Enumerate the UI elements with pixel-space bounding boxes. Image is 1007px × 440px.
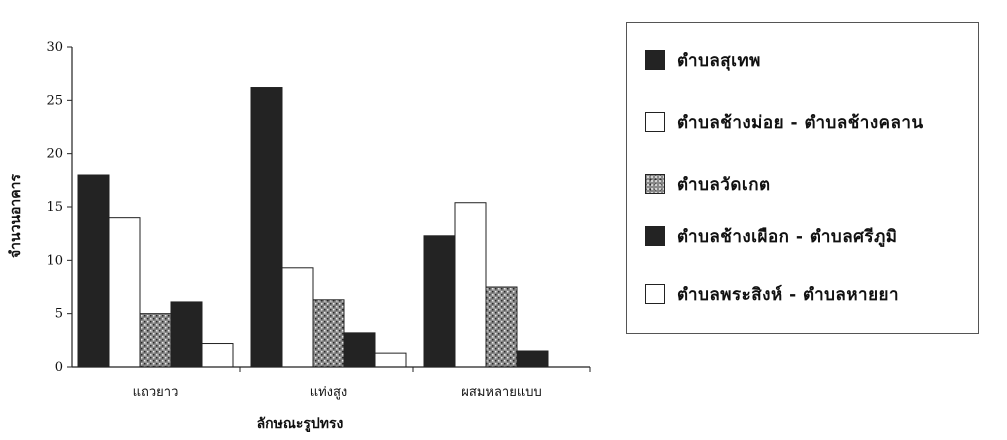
legend: ตำบลสุเทพ ตำบลช้างม่อย - ตำบลช้างคลาน ตำ… [626,22,979,334]
x-category-label: ผสมหลายแบบ [461,385,541,400]
bar-series-1-category-0 [108,217,141,368]
bar-series-1-category-2 [454,202,487,368]
legend-swatch [645,226,665,246]
bar-series-0-category-1 [250,87,283,368]
y-tick-label: 10 [46,253,63,268]
legend-item-phrasing: ตำบลพระสิงห์ - ตำบลหายยา [645,281,899,307]
bar-series-2-category-2 [485,286,518,368]
bar-series-4-category-1 [374,352,407,368]
bar-series-2-category-1 [312,299,345,368]
legend-item-changphueak: ตำบลช้างเผือก - ตำบลศรีภูมิ [645,223,897,249]
bar-series-3-category-1 [343,332,376,368]
legend-item-suthep: ตำบลสุเทพ [645,47,761,73]
bar-series-3-category-2 [516,350,549,368]
legend-swatch [645,112,665,132]
bar-series-0-category-2 [423,235,456,368]
legend-label: ตำบลช้างม่อย - ตำบลช้างคลาน [677,112,924,133]
bar-series-0-category-0 [77,174,110,368]
bar-series-1-category-1 [281,267,314,368]
legend-swatch [645,50,665,70]
bar-series-2-category-0 [139,313,172,368]
y-tick-label: 15 [46,200,63,215]
y-axis-title: จำนวนอาคาร [8,173,24,258]
legend-swatch [645,174,665,194]
bar-series-4-category-0 [201,343,234,368]
y-tick-label: 5 [55,307,63,322]
legend-item-changmoi: ตำบลช้างม่อย - ตำบลช้างคลาน [645,109,924,135]
bar-series-3-category-0 [170,301,203,368]
y-tick-label: 25 [46,93,63,108]
y-tick-label: 20 [46,147,63,162]
legend-label: ตำบลพระสิงห์ - ตำบลหายยา [677,284,900,305]
legend-swatch [645,284,665,304]
x-axis-title: ลักษณะรูปทรง [257,416,344,432]
x-category-label: แถวยาว [133,385,179,400]
y-ticks-group: 0 5 10 15 20 25 30 [46,40,72,375]
legend-item-watket: ตำบลวัดเกต [645,171,771,197]
x-category-label: แท่งสูง [310,385,348,400]
legend-label: ตำบลวัดเกต [677,174,771,195]
bar-chart: 0 5 10 15 20 25 30 แถวยาว แท่งสูง ผสมหลายแบบ จำน… [8,40,591,432]
bars-group [77,87,549,368]
legend-label: ตำบลช้างเผือก - ตำบลศรีภูมิ [677,226,898,247]
legend-label: ตำบลสุเทพ [677,50,761,71]
y-tick-label: 0 [55,360,63,375]
y-tick-label: 30 [46,40,63,55]
x-category-labels: แถวยาว แท่งสูง ผสมหลายแบบ [133,385,542,400]
